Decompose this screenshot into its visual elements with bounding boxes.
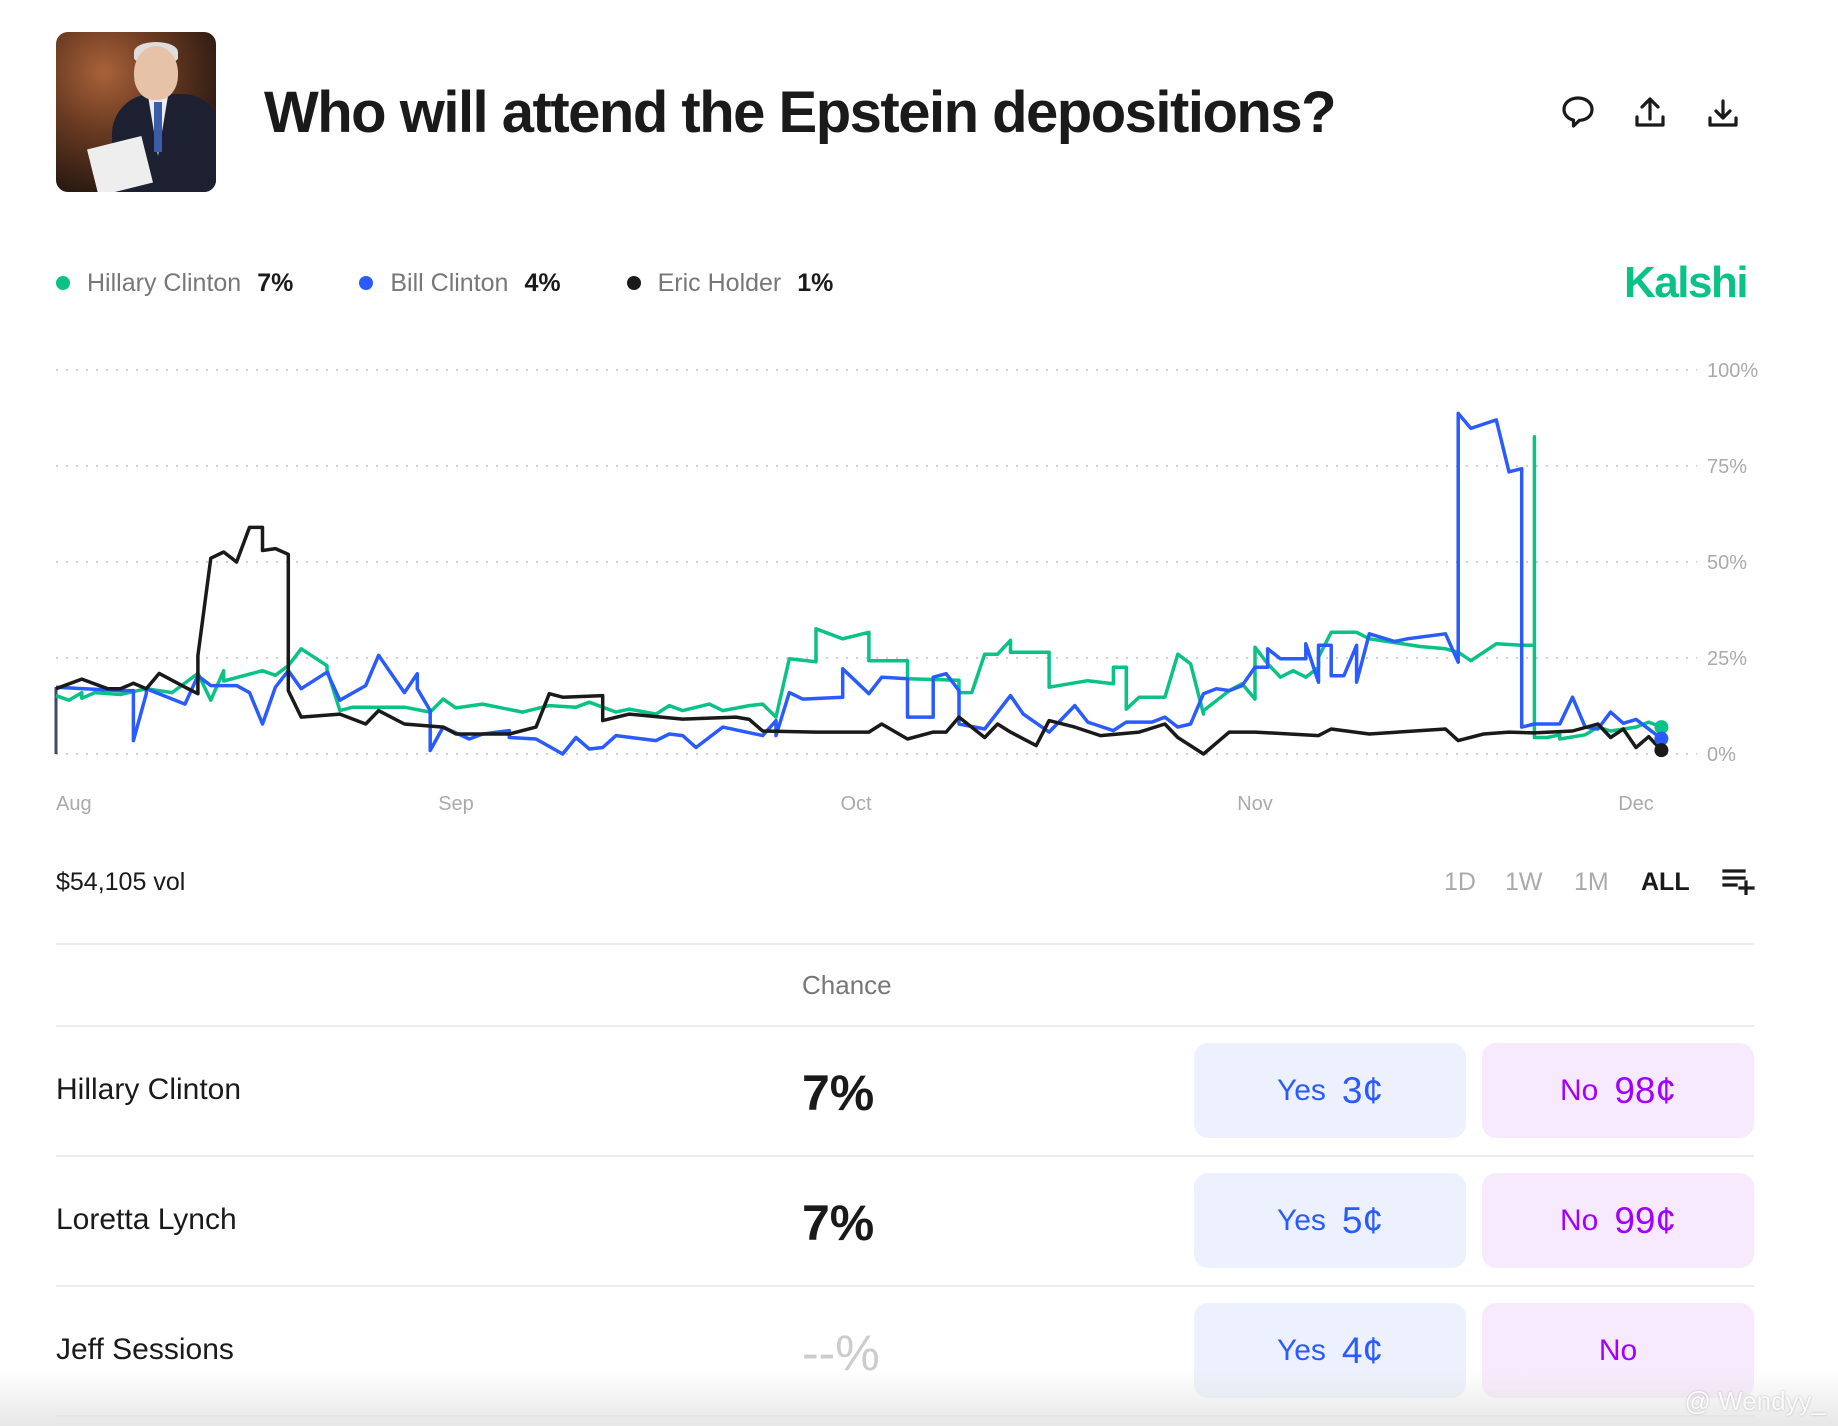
range-1m-button[interactable]: 1M <box>1574 868 1609 896</box>
outcome-name: Loretta Lynch <box>56 1203 237 1236</box>
y-tick-label: 0% <box>1707 744 1736 766</box>
volume-text: $54,105 vol <box>56 868 186 896</box>
y-tick-label: 50% <box>1707 552 1747 574</box>
outcome-chance: --% <box>802 1325 880 1381</box>
outcome-chance: 7% <box>802 1065 875 1121</box>
x-tick-label: Nov <box>1237 793 1273 815</box>
legend-dot-icon <box>626 276 641 290</box>
yes-label: Yes <box>1276 1333 1326 1367</box>
yes-label: Yes <box>1276 1203 1326 1237</box>
comment-button[interactable] <box>1556 90 1600 134</box>
yes-price: 5¢ <box>1341 1199 1384 1241</box>
outcome-name: Jeff Sessions <box>56 1333 234 1366</box>
outcome-row[interactable]: Loretta Lynch 7% Yes 5¢ No 99¢ <box>56 1156 1754 1286</box>
legend-item-eric-holder[interactable]: Eric Holder 1% <box>626 268 834 298</box>
outcome-name: Hillary Clinton <box>56 1073 242 1106</box>
y-tick-label: 25% <box>1707 648 1747 670</box>
watermark: @ Wendyy_ <box>1684 1386 1826 1416</box>
range-all-button[interactable]: ALL <box>1641 868 1690 896</box>
range-1w-button[interactable]: 1W <box>1505 868 1543 896</box>
buy-no-button[interactable]: No <box>1482 1303 1754 1398</box>
price-history-chart: 100% 75% 50% 25% 0% Aug Sep Oct Nov Dec <box>54 360 1758 815</box>
outcome-row[interactable]: Jeff Sessions --% Yes 4¢ No <box>56 1286 1754 1416</box>
yes-label: Yes <box>1276 1073 1326 1107</box>
legend-dot-icon <box>359 276 374 290</box>
outcome-chance: 7% <box>802 1195 875 1251</box>
no-label: No <box>1559 1073 1599 1107</box>
buy-yes-button[interactable]: Yes 4¢ <box>1194 1303 1466 1398</box>
legend-value: 7% <box>257 268 294 297</box>
yes-price: 4¢ <box>1341 1329 1384 1371</box>
divider <box>56 1155 1754 1157</box>
download-button[interactable] <box>1701 90 1745 134</box>
buy-no-button[interactable]: No 98¢ <box>1482 1043 1754 1138</box>
market-image <box>56 32 216 192</box>
buy-yes-button[interactable]: Yes 3¢ <box>1194 1043 1466 1138</box>
buy-no-button[interactable]: No 99¢ <box>1482 1173 1754 1268</box>
legend-item-bill-clinton[interactable]: Bill Clinton 4% <box>359 268 561 298</box>
no-label: No <box>1598 1333 1638 1367</box>
series-end-dot <box>1654 743 1669 758</box>
legend-item-hillary-clinton[interactable]: Hillary Clinton 7% <box>56 269 293 298</box>
y-tick-label: 75% <box>1707 456 1747 478</box>
legend-name: Bill Clinton <box>390 268 509 297</box>
share-button[interactable] <box>1628 90 1672 134</box>
legend-name: Eric Holder <box>657 268 782 297</box>
divider <box>56 1415 1754 1417</box>
comment-icon <box>1562 96 1594 128</box>
outcome-row[interactable]: Hillary Clinton 7% Yes 3¢ No 98¢ <box>56 1026 1754 1156</box>
x-tick-label: Oct <box>840 793 872 815</box>
legend-dot-icon <box>56 276 70 290</box>
no-label: No <box>1559 1203 1599 1237</box>
divider <box>56 1025 1754 1027</box>
x-tick-label: Aug <box>56 793 92 815</box>
legend-name: Hillary Clinton <box>87 268 242 297</box>
download-icon <box>1708 99 1738 127</box>
x-tick-label: Sep <box>438 793 474 815</box>
y-tick-label: 100% <box>1707 360 1758 382</box>
buy-yes-button[interactable]: Yes 5¢ <box>1194 1173 1466 1268</box>
legend-value: 4% <box>524 268 561 297</box>
kalshi-logo: Kalshi <box>1624 258 1749 307</box>
divider <box>56 943 1754 945</box>
series-end-dot <box>1654 720 1669 735</box>
x-tick-label: Dec <box>1618 793 1654 815</box>
chart-legend: Hillary Clinton 7% Bill Clinton 4% Eric … <box>56 266 899 300</box>
series-line-eric-holder <box>55 525 1663 756</box>
divider <box>56 1285 1754 1287</box>
legend-value: 1% <box>797 268 834 297</box>
no-price: 99¢ <box>1614 1199 1677 1241</box>
page-title: Who will attend the Epstein depositions? <box>264 80 1337 145</box>
share-icon <box>1635 97 1665 127</box>
series-line-hillary-clinton <box>55 435 1663 741</box>
range-1d-button[interactable]: 1D <box>1444 868 1476 896</box>
no-price: 98¢ <box>1614 1069 1677 1111</box>
series-line-bill-clinton <box>55 411 1663 756</box>
series-end-dot <box>1654 731 1669 746</box>
chance-column-header: Chance <box>802 970 892 1000</box>
list-plus-icon <box>1722 869 1755 895</box>
add-outcome-button[interactable] <box>1718 858 1762 902</box>
yes-price: 3¢ <box>1341 1069 1384 1111</box>
